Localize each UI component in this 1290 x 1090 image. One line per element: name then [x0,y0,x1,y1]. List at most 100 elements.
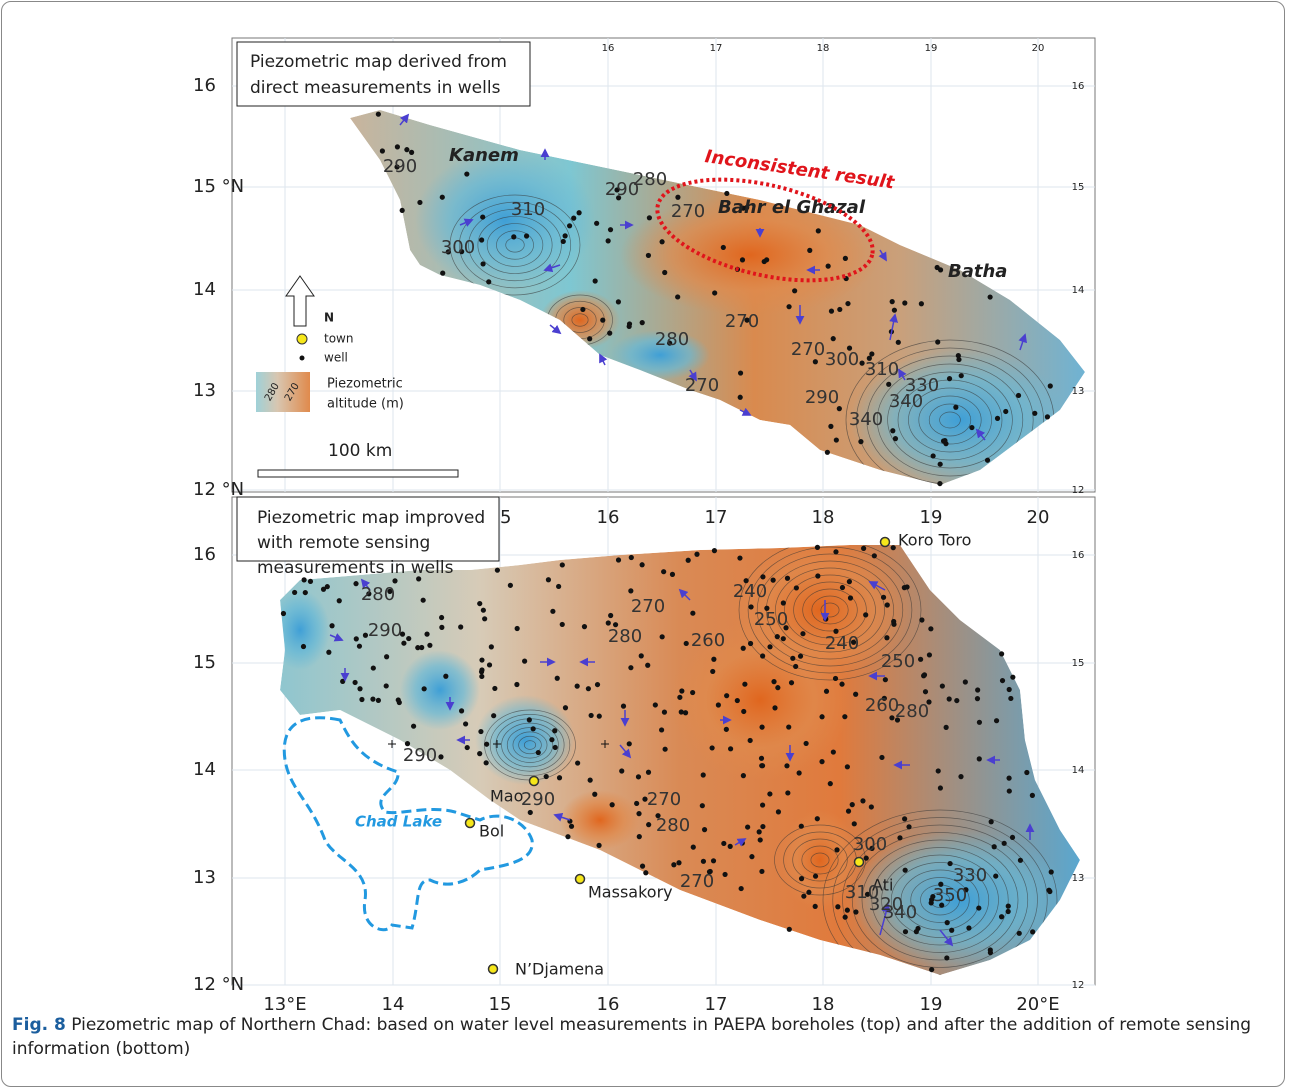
well-dot [400,208,405,213]
well-dot [949,928,954,933]
contour-label: 260 [691,630,725,651]
lat-label: 16 [193,544,216,565]
well-dot [701,859,706,864]
contour-label: 290 [383,156,417,177]
frame-label: 18 [817,43,830,54]
well-dot [935,339,940,344]
well-dot [893,436,898,441]
well-dot [592,792,597,797]
well-dot [759,763,764,768]
well-dot [536,750,541,755]
well-dot [890,299,895,304]
scale-label: 100 km [328,441,392,461]
well-dot [565,834,570,839]
well-dot [831,749,836,754]
frame-label: 14 [1072,765,1085,776]
well-dot [646,253,651,258]
lat-label: 16 [193,75,216,96]
well-dot [781,600,786,605]
contour-label: 330 [953,865,987,886]
well-dot [357,686,362,691]
lake-label: Chad Lake [355,813,442,831]
well-dot [527,717,532,722]
well-dot [959,373,964,378]
well-dot [748,641,753,646]
well-dot [606,620,611,625]
north-arrow [286,276,314,326]
well-dot [1006,776,1011,781]
well-dot [931,453,936,458]
well-dot [928,626,933,631]
contour-label: 250 [881,651,915,672]
well-dot [891,619,896,624]
well-dot [411,724,416,729]
well-dot [892,308,897,313]
well-dot [953,405,958,410]
well-dot [757,829,762,834]
well-dot [815,545,820,550]
well-dot [481,608,486,613]
well-dot [947,696,952,701]
well-dot [879,755,884,760]
well-dot [724,693,729,698]
well-dot [826,264,831,269]
well-dot [992,844,997,849]
well-dot [745,824,750,829]
well-dot [477,601,482,606]
well-dot [593,278,598,283]
well-dot [415,645,420,650]
frame-label: 20 [1032,43,1045,54]
well-dot [790,656,795,661]
well-dot [860,798,865,803]
well-dot [863,612,868,617]
well-dot [883,677,888,682]
well-dot [988,950,993,955]
well-dot [958,774,963,779]
well-dot [636,811,641,816]
well-dot [661,569,666,574]
well-dot [326,650,331,655]
well-dot [902,300,907,305]
well-dot [748,738,753,743]
town-marker [530,777,539,786]
well-dot [511,234,516,239]
well-dot [352,680,357,685]
well-dot [759,756,764,761]
well-dot [515,626,520,631]
well-dot [741,646,746,651]
well-dot [801,894,806,899]
well-dot [722,872,727,877]
well-dot [1016,393,1021,398]
well-dot [546,577,551,582]
well-dot [477,751,482,756]
piezometric-surface [270,540,1080,990]
well-dot [737,555,742,560]
well-dot [988,294,993,299]
well-dot [422,686,427,691]
well-dot [684,641,689,646]
well-dot [906,824,911,829]
well-dot [571,216,576,221]
well-dot [833,549,838,554]
well-dot [596,843,601,848]
well-dot [712,290,717,295]
well-dot [492,686,497,691]
town-label: Massakory [588,883,673,902]
well-dot [653,702,658,707]
well-dot [819,759,824,764]
well-dot [479,667,484,672]
well-dot [409,150,414,155]
well-dot [760,574,765,579]
well-dot [479,657,484,662]
well-dot [484,760,489,765]
well-dot [671,862,676,867]
well-dot [528,810,533,815]
well-dot [549,737,554,742]
well-dot [861,546,866,551]
well-dot [799,824,804,829]
contour-label: 240 [733,581,767,602]
well-dot [864,856,869,861]
frame-label: 13 [1072,386,1085,397]
well-dot [463,721,468,726]
contour-label: 280 [895,701,929,722]
